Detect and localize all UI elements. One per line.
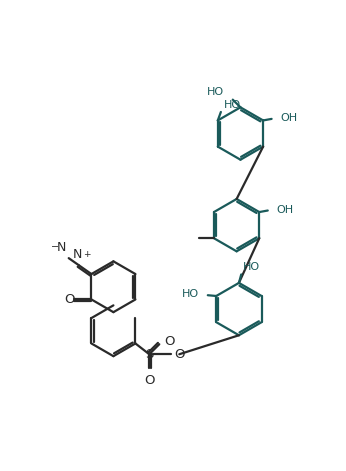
- Text: O: O: [175, 348, 185, 361]
- Text: S: S: [145, 348, 154, 361]
- Text: OH: OH: [280, 113, 297, 123]
- Text: N: N: [73, 248, 82, 261]
- Text: HO: HO: [207, 87, 224, 97]
- Text: HO: HO: [243, 262, 260, 272]
- Text: N: N: [57, 241, 66, 254]
- Text: OH: OH: [276, 205, 293, 215]
- Text: HO: HO: [182, 290, 199, 300]
- Text: O: O: [165, 335, 175, 349]
- Text: O: O: [64, 293, 74, 306]
- Text: +: +: [83, 250, 90, 259]
- Text: −: −: [51, 242, 60, 252]
- Text: O: O: [144, 374, 155, 387]
- Text: HO: HO: [224, 100, 241, 110]
